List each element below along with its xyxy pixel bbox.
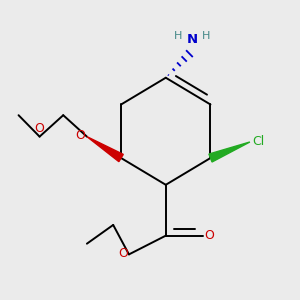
Polygon shape <box>209 142 250 162</box>
Text: H: H <box>173 31 182 41</box>
Text: O: O <box>34 122 44 135</box>
Text: N: N <box>187 33 198 46</box>
Text: Cl: Cl <box>253 136 265 148</box>
Polygon shape <box>87 136 123 162</box>
Text: O: O <box>204 229 214 242</box>
Text: O: O <box>118 247 128 260</box>
Text: O: O <box>76 129 85 142</box>
Text: H: H <box>202 31 211 41</box>
